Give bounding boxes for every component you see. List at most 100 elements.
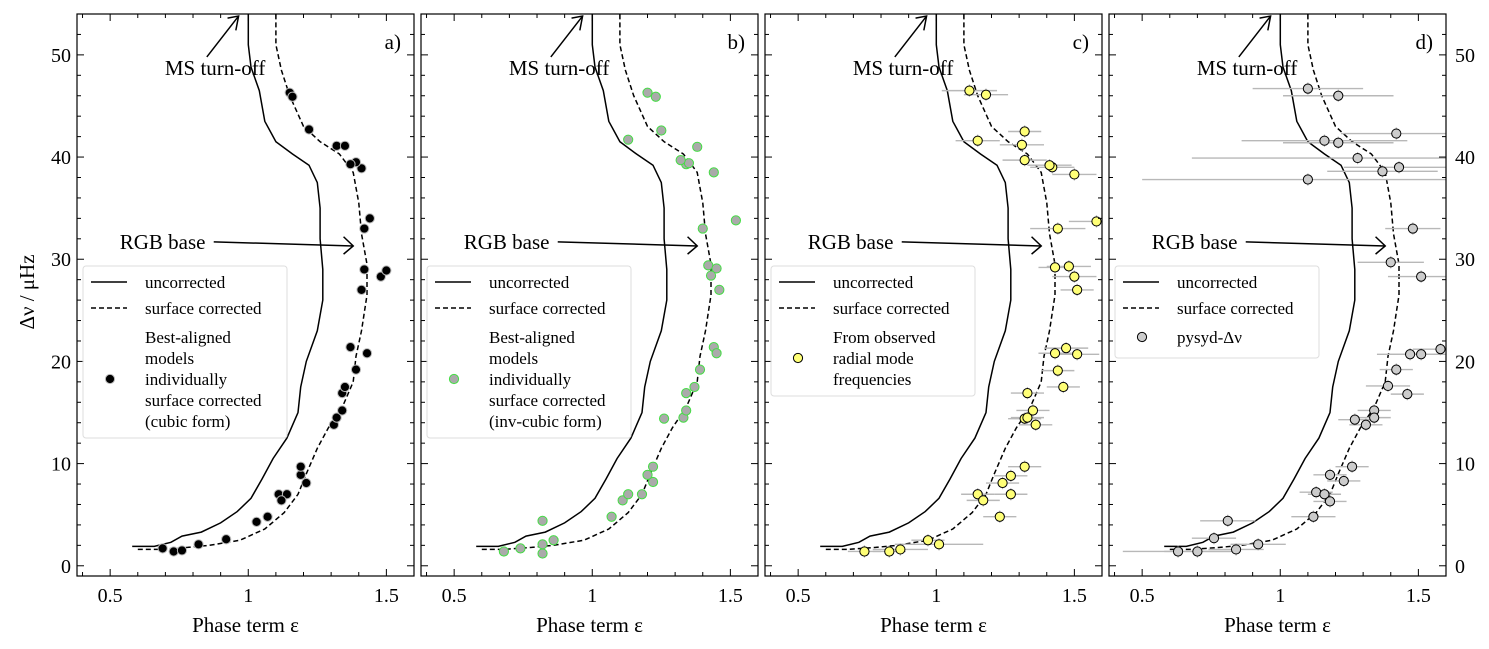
data-point	[1333, 90, 1344, 101]
data-point	[675, 155, 686, 166]
data-point	[623, 134, 634, 145]
data-point	[1027, 405, 1039, 416]
data-point	[1044, 160, 1055, 171]
legend-series-label: pysyd-Δν	[1177, 328, 1242, 347]
uncorrected-curve	[476, 14, 668, 548]
panel-tag: b)	[728, 30, 746, 54]
x-axis-label: Phase term ε	[1224, 613, 1331, 637]
data-point	[345, 342, 356, 353]
y-tick-label: 40	[51, 147, 71, 169]
y-tick-label: 50	[51, 45, 71, 67]
plot-area	[132, 14, 392, 557]
data-point	[647, 461, 659, 472]
y-tick-label-right: 10	[1455, 454, 1475, 476]
data-point	[1382, 380, 1394, 392]
data-point	[1052, 223, 1063, 234]
rgb-arrow-head	[1031, 236, 1043, 255]
ms-turnoff-annotation: MS turn-off	[1197, 56, 1298, 80]
data-point	[1311, 487, 1322, 498]
panel-3: 0.5 1 1.5 Phase term ε c) MS turn-off RGB base…	[764, 13, 1103, 637]
y-tick-label: 0	[61, 556, 71, 578]
legend-series-label: models	[489, 349, 538, 368]
data-point	[1060, 343, 1072, 354]
data-point	[1391, 364, 1402, 375]
x-axis-label: Phase term ε	[880, 613, 987, 637]
data-point	[1253, 539, 1264, 550]
data-point	[647, 476, 659, 488]
data-point	[1319, 489, 1330, 500]
data-point	[859, 546, 870, 557]
data-point	[1349, 414, 1360, 425]
legend-surface-label: surface corrected	[833, 299, 950, 318]
data-point	[193, 539, 204, 550]
panel-frame	[764, 13, 1103, 577]
plot-area	[476, 14, 742, 559]
data-point	[1416, 271, 1427, 282]
data-point	[705, 270, 717, 281]
data-point	[331, 412, 342, 423]
data-point	[658, 413, 670, 424]
ms-arrow-head	[1259, 15, 1272, 31]
legend-series-label: Best-aligned	[145, 328, 231, 347]
data-point	[168, 546, 179, 557]
data-point	[1019, 461, 1030, 472]
data-point	[1005, 489, 1016, 500]
x-tick-label: 1.5	[374, 585, 399, 607]
legend-series-label: surface corrected	[489, 391, 606, 410]
data-point	[337, 405, 348, 416]
data-point	[650, 91, 661, 102]
legend-box	[82, 265, 288, 439]
x-tick-label: 1	[243, 585, 253, 607]
ms-arrow-shaft	[550, 15, 584, 58]
legend-series-label: (cubic form)	[145, 412, 230, 431]
data-point	[623, 489, 634, 500]
data-point	[251, 516, 262, 527]
data-point	[694, 364, 706, 375]
data-point	[964, 85, 975, 96]
data-point	[1324, 469, 1336, 480]
legend-uncorrected-label: uncorrected	[145, 273, 226, 292]
x-tick-label: 1.5	[1062, 585, 1087, 607]
data-point	[606, 511, 617, 522]
data-point	[537, 548, 548, 559]
data-point	[356, 284, 367, 295]
data-point	[642, 469, 653, 480]
data-point	[345, 159, 356, 170]
ms-turnoff-annotation: MS turn-off	[509, 56, 610, 80]
rgb-arrow-shaft	[213, 241, 354, 247]
data-point	[922, 535, 934, 546]
panel-tag: a)	[385, 30, 401, 54]
data-point	[972, 135, 983, 146]
data-point	[1302, 83, 1313, 94]
data-point	[1022, 412, 1033, 423]
plot-area	[1122, 14, 1446, 558]
data-point	[295, 461, 306, 472]
y-tick-label: 20	[51, 351, 71, 373]
data-point	[548, 535, 559, 546]
data-point	[381, 265, 392, 276]
data-point	[1385, 257, 1396, 268]
data-point	[1049, 348, 1061, 359]
data-point	[1019, 126, 1030, 137]
data-point	[1172, 546, 1184, 557]
ms-arrow-head	[571, 15, 584, 31]
rgb-arrow-shaft	[557, 241, 698, 247]
data-point	[636, 489, 648, 500]
data-point	[350, 364, 362, 375]
panel-tag: c)	[1073, 30, 1089, 54]
data-point	[1049, 262, 1061, 273]
data-point	[1308, 511, 1319, 522]
data-point	[1404, 349, 1416, 360]
data-point	[711, 348, 722, 359]
data-point	[1338, 475, 1349, 487]
data-point	[339, 140, 351, 151]
data-point	[697, 223, 708, 234]
data-point	[1377, 166, 1388, 177]
data-point	[361, 348, 373, 359]
y-tick-label-right: 0	[1455, 556, 1465, 578]
data-point	[681, 387, 692, 399]
legend-marker	[448, 373, 460, 385]
plot-area	[820, 14, 1102, 558]
data-point	[1192, 546, 1203, 557]
